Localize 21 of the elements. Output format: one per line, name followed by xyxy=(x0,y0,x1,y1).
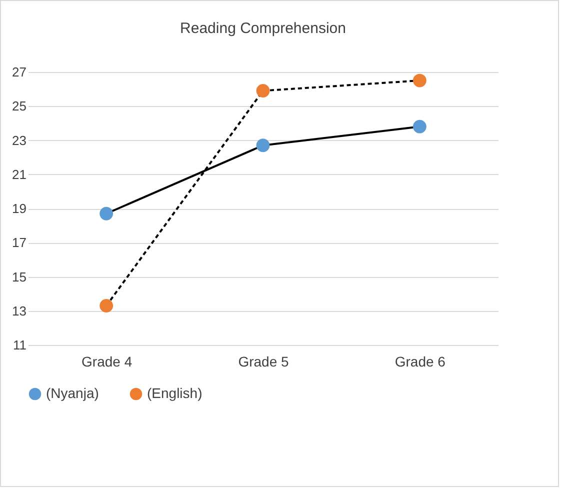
y-tick-label: 17 xyxy=(12,235,26,250)
point xyxy=(100,206,114,220)
point xyxy=(412,120,426,134)
y-tick-label: 25 xyxy=(12,98,26,114)
x-tick-label: Grade 5 xyxy=(238,354,290,370)
x-tick-label: Grade 6 xyxy=(394,354,446,370)
y-tick-label: 13 xyxy=(12,303,26,318)
y-tick-label: 19 xyxy=(12,201,26,216)
legend-label: (Nyanja) xyxy=(46,385,99,401)
y-tick-label: 27 xyxy=(12,64,26,80)
point xyxy=(256,138,270,152)
point xyxy=(256,84,270,98)
y-tick-label: 21 xyxy=(12,166,26,182)
point xyxy=(100,299,114,312)
chart-title: Reading Comprehension xyxy=(180,20,346,37)
legend-label: (English) xyxy=(147,385,202,401)
y-tick-label: 11 xyxy=(13,338,26,352)
y-tick-label: 15 xyxy=(12,269,26,284)
point xyxy=(412,74,426,88)
x-tick-label: Grade 4 xyxy=(82,354,132,370)
y-tick-label: 23 xyxy=(12,132,26,148)
